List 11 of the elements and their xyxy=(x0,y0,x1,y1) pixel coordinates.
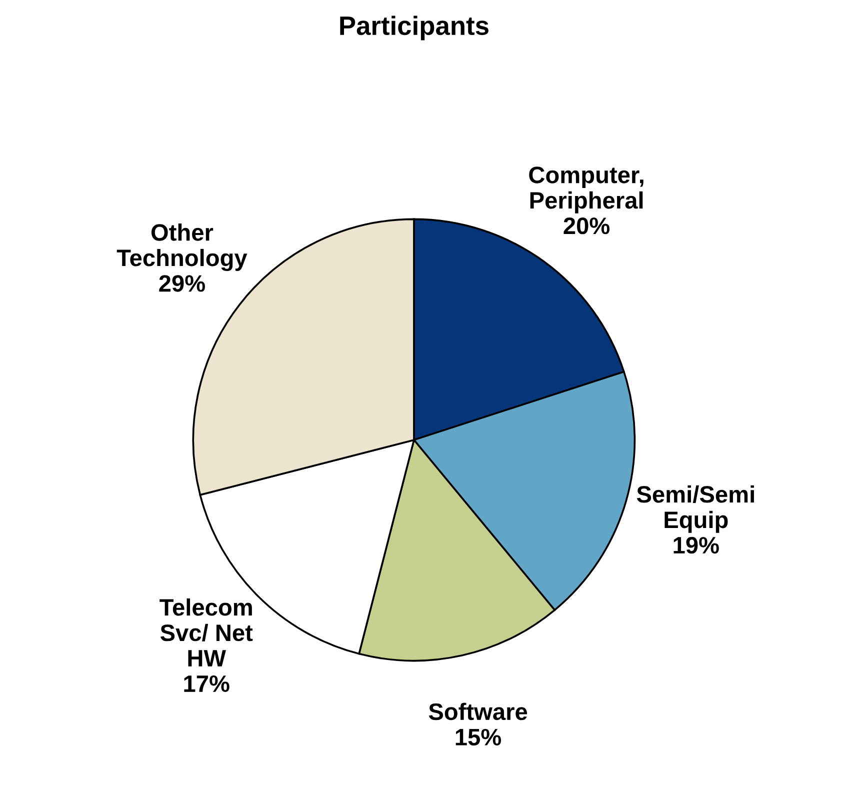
data-label: 20% xyxy=(564,217,610,234)
data-label: 29% xyxy=(159,275,205,292)
slice-label: Other Technology xyxy=(116,224,248,272)
slice-label: Telecom Svc/ Net HW xyxy=(160,598,253,666)
slice-label: Computer, Peripheral xyxy=(529,166,644,214)
chart-title: Participants xyxy=(340,16,488,40)
data-label: 19% xyxy=(674,536,719,554)
data-label: 17% xyxy=(184,675,230,692)
slice-label: Semi/Semi Equip xyxy=(636,485,754,533)
data-label: 15% xyxy=(456,728,502,746)
slice-label: Software xyxy=(428,702,528,720)
